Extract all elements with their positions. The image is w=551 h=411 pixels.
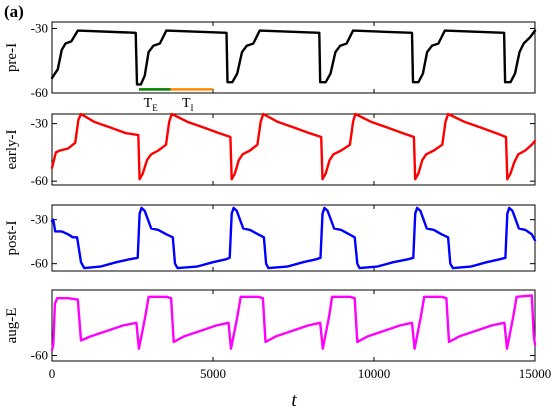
y-axis-label: post-I	[4, 221, 20, 256]
plot-frame	[51, 289, 536, 362]
x-tick-label: 10000	[358, 366, 391, 381]
series-line	[50, 29, 537, 86]
x-tick-label: 5000	[200, 366, 226, 381]
panel-post-i: -30 -60 post-I	[4, 204, 537, 272]
plot-frame	[51, 21, 536, 94]
series-line	[50, 294, 537, 352]
panel-label: (a)	[4, 2, 24, 21]
series-line	[50, 206, 537, 270]
phase-label-ti: TI	[182, 96, 194, 113]
y-tick-label: -30	[31, 116, 48, 131]
y-axis-label: early-I	[4, 130, 20, 170]
stacked-panels: -30 -60 pre-I TE TI -30 -60 early-I -30 -60 post-I…	[4, 20, 551, 381]
panel-pre-i: -30 -60 pre-I TE TI	[4, 20, 537, 113]
x-tick-label: 0	[49, 366, 56, 381]
y-tick-label: -60	[31, 256, 48, 271]
panel-aug-e: -60 aug-E 0 5000 10000 15000	[4, 289, 551, 381]
y-tick-label: -30	[31, 20, 48, 35]
y-tick-label: -30	[31, 212, 48, 227]
y-axis-label: pre-I	[4, 43, 20, 72]
x-tick-label: 15000	[519, 366, 551, 381]
y-tick-label: -60	[31, 348, 48, 363]
plot-frame	[51, 113, 536, 186]
y-tick-label: -60	[31, 85, 48, 100]
phase-label-te: TE	[144, 96, 159, 113]
x-axis-label: t	[291, 390, 297, 411]
series-line	[50, 112, 537, 181]
panel-early-i: -30 -60 early-I	[4, 112, 537, 188]
y-tick-label: -60	[31, 173, 48, 188]
y-axis-label: aug-E	[4, 308, 20, 344]
